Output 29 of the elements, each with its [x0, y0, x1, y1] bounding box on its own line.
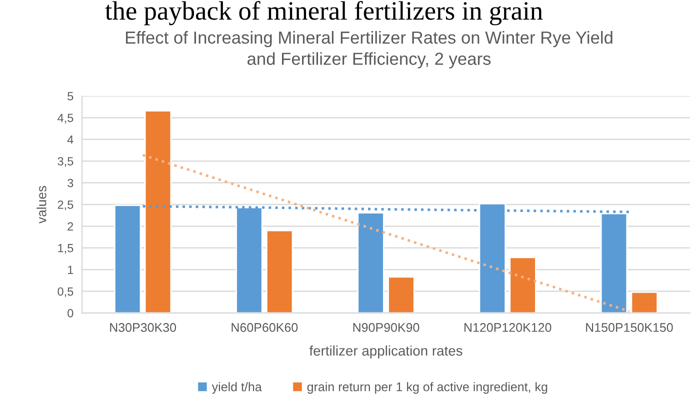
x-tick-label: N120P120K120: [464, 323, 552, 332]
y-tick-label: 1: [68, 266, 74, 274]
y-tick-label: 3: [68, 178, 74, 188]
y-tick-label: 3,5: [58, 157, 74, 167]
chart-title: Effect of Increasing Mineral Fertilizer Rates on Winter Rye Yield and Fertilizer Efficiency, 2 years: [126, 31, 612, 68]
y-tick-label: 1,5: [58, 244, 74, 254]
bar: [144, 110, 172, 313]
bar: [630, 291, 658, 313]
y-tick-label: 2,5: [58, 200, 74, 210]
legend-label: yield t/ha: [212, 382, 262, 394]
bar: [509, 256, 536, 313]
bar: [114, 204, 142, 313]
y-tick-label: 0,5: [58, 287, 74, 298]
y-tick-label: 2: [68, 222, 74, 230]
x-tick-label: N30P30K30: [110, 323, 176, 332]
x-tick-label: N150P150K150: [586, 323, 673, 332]
line-series: [142, 154, 630, 313]
x-tick-label: N60P60K60: [232, 323, 298, 332]
text: the payback of mineral fertilizers in grain: [105, 1, 543, 26]
y-tick-label: 4,5: [58, 114, 74, 124]
y-tick-label: 5: [68, 92, 74, 100]
bar: [388, 276, 415, 313]
y-tick-label: 4: [67, 136, 74, 144]
bar: [266, 230, 294, 313]
x-tick-label: N90P90K90: [353, 323, 420, 332]
legend-label: grain return per 1 kg of active ingredient, kg: [307, 382, 548, 394]
y-axis-title: values: [36, 186, 46, 224]
x-axis-title: fertilizer application rates: [309, 345, 462, 358]
y-tick-label: 0: [68, 309, 74, 318]
